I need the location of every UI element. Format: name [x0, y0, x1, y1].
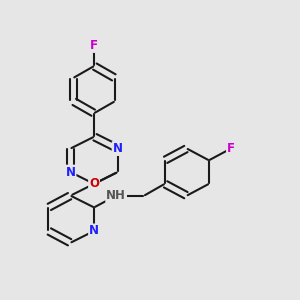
- Text: F: F: [90, 39, 98, 52]
- Text: O: O: [89, 177, 99, 190]
- Text: F: F: [227, 142, 235, 155]
- Text: NH: NH: [106, 189, 126, 202]
- Text: N: N: [65, 166, 76, 178]
- Text: N: N: [112, 142, 123, 155]
- Text: N: N: [89, 224, 99, 238]
